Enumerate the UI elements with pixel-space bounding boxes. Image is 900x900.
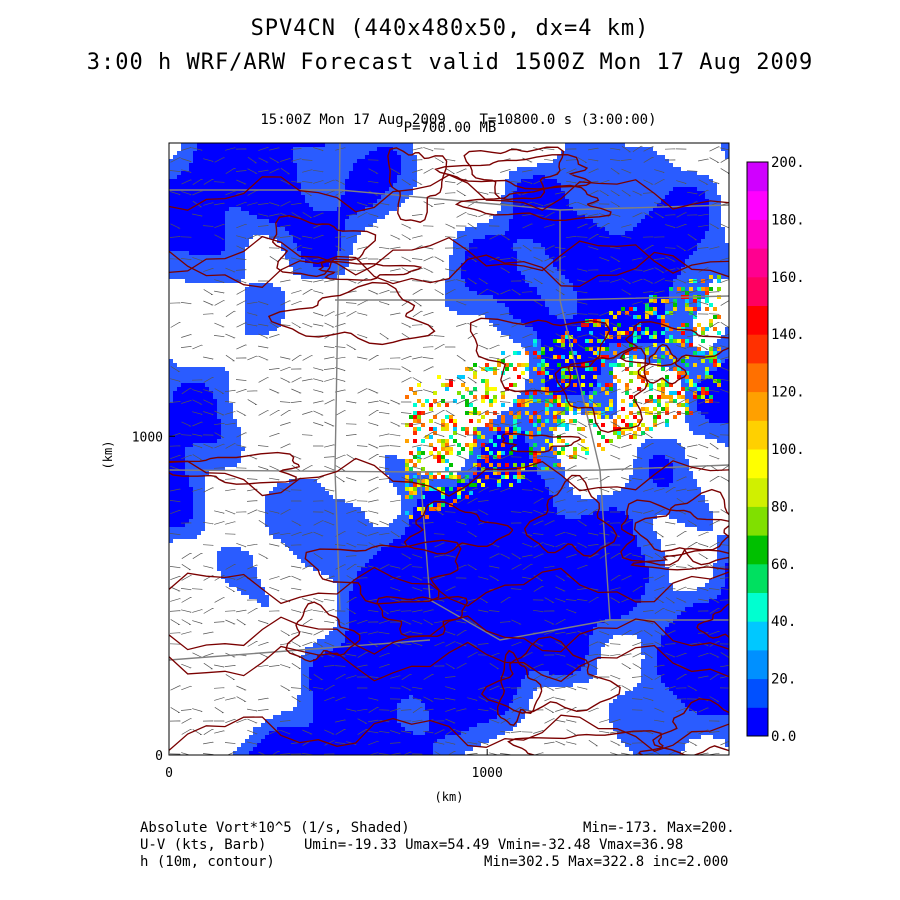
state-boundaries: [169, 143, 729, 661]
height-contour: [169, 457, 729, 497]
height-contour: [507, 730, 664, 755]
field3-name: h (10m, contour): [140, 854, 275, 870]
height-contour: [403, 500, 514, 555]
height-contour: [469, 317, 611, 393]
chart-title: SPV4CN (440x480x50, dx=4 km): [250, 16, 650, 41]
colorbar-label: 140.: [771, 327, 805, 343]
height-contour: [496, 649, 543, 726]
colorbar-label: 200.: [771, 155, 805, 171]
colorbar-label: 40.: [771, 614, 796, 630]
height-contour: [169, 250, 729, 288]
colorbar-swatch: [747, 678, 768, 708]
colorbar-swatch: [747, 449, 768, 479]
height-contour: [637, 343, 688, 385]
field2-name: U-V (kts, Barb): [140, 837, 267, 853]
elapsed-time: T=10800.0 s (3:00:00): [479, 112, 657, 128]
height-contour: [169, 714, 729, 753]
plot-frame: [168, 142, 730, 756]
height-contour: [463, 146, 565, 201]
colorbar-swatch: [747, 305, 768, 335]
height-contour: [619, 320, 729, 367]
colorbar-label: 120.: [771, 385, 805, 401]
height-contour: [501, 432, 582, 453]
state-boundary: [559, 210, 729, 621]
colorbar-swatch: [747, 248, 768, 278]
state-boundary: [169, 189, 729, 211]
y-tick-label: 1000: [132, 430, 163, 445]
height-contour: [434, 153, 593, 190]
height-contour: [554, 346, 649, 434]
height-contour: [169, 174, 729, 213]
colorbar-swatch: [747, 707, 768, 737]
field3-stats: Min=302.5 Max=322.8 inc=2.000: [484, 854, 729, 870]
colorbar-swatch: [747, 649, 768, 680]
colorbar-swatch: [747, 477, 768, 507]
height-contour: [318, 260, 423, 281]
colorbar-label: 60.: [771, 557, 796, 573]
field2-stats: Umin=-19.33 Umax=54.49 Vmin=-32.48 Vmax=…: [304, 837, 684, 853]
height-contour: [652, 698, 729, 755]
height-contour: [523, 474, 618, 557]
height-contour: [620, 499, 729, 566]
colorbar-swatch: [747, 219, 768, 249]
colorbar-label: 160.: [771, 270, 805, 286]
colorbar-swatch: [747, 334, 768, 364]
height-contour: [169, 566, 729, 607]
colorbar-label: 0.0: [771, 729, 796, 745]
colorbar-swatch: [747, 420, 768, 450]
height-contour: [387, 147, 448, 223]
height-contour: [696, 603, 729, 639]
field1-name: Absolute Vort*10^5 (1/s, Shaded): [140, 820, 410, 836]
state-boundary: [169, 639, 431, 661]
pressure-level: P=700.00 MB: [403, 120, 497, 136]
colorbar-label: 20.: [771, 672, 796, 688]
height-contour: [169, 235, 729, 276]
colorbar: 0.0 20. 40. 60. 80. 100. 120. 140. 160. 180. 200.: [746, 155, 805, 745]
colorbar-swatch: [747, 362, 768, 393]
height-contour: [376, 595, 469, 638]
height-contour: [267, 281, 436, 346]
x-tick-label: 1000: [472, 766, 503, 781]
x-axis-label: (km): [435, 790, 464, 804]
height-contour: [454, 184, 612, 222]
colorbar-swatch: [747, 506, 768, 536]
height-contour: [285, 601, 361, 663]
x-tick-label: 0: [165, 766, 173, 781]
height-contour: [480, 636, 621, 714]
height-contour: [169, 451, 301, 485]
colorbar-label: 100.: [771, 442, 805, 458]
field1-stats: Min=-173. Max=200.: [583, 820, 735, 836]
colorbar-swatch: [747, 190, 768, 220]
valid-time: 15:00Z Mon 17 Aug 2009: [260, 112, 446, 128]
colorbar-swatch: [747, 592, 768, 622]
height-contour: [169, 641, 729, 683]
chart-subtitle: 3:00 h WRF/ARW Forecast valid 1500Z Mon …: [86, 50, 814, 75]
axes: 0 1000 0 1000 (km) (km): [101, 430, 503, 804]
colorbar-swatch: [747, 535, 768, 565]
colorbar-swatch: [747, 391, 768, 421]
height-contour: [169, 615, 729, 655]
time-line: 15:00Z Mon 17 Aug 2009 T=10800.0 s (3:00…: [0, 96, 900, 128]
height-contour: [633, 488, 729, 566]
state-boundary: [334, 143, 341, 611]
y-axis-label: (km): [101, 441, 115, 470]
colorbar-swatch: [747, 162, 768, 192]
y-tick-label: 0: [155, 749, 163, 764]
colorbar-swatch: [747, 621, 768, 651]
colorbar-swatch: [747, 276, 768, 306]
colorbar-label: 180.: [771, 212, 805, 228]
state-boundary: [419, 471, 611, 641]
height-contours: [169, 146, 729, 755]
colorbar-frame: [746, 161, 769, 737]
vorticity-field: [169, 143, 729, 755]
colorbar-swatch: [747, 563, 768, 593]
colorbar-label: 80.: [771, 499, 796, 515]
vorticity-shading: [169, 143, 729, 755]
